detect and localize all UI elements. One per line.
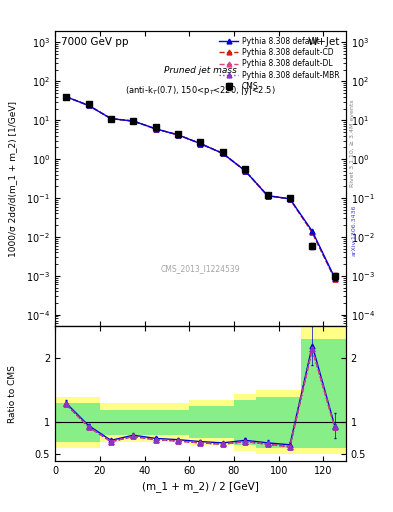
Line: Pythia 8.308 default-MBR: Pythia 8.308 default-MBR bbox=[64, 94, 337, 281]
Pythia 8.308 default-MBR bbox=[64, 94, 68, 100]
Text: CMS_2013_I1224539: CMS_2013_I1224539 bbox=[161, 264, 240, 273]
Pythia 8.308 default bbox=[220, 151, 225, 157]
Legend: Pythia 8.308 default, Pythia 8.308 default-CD, Pythia 8.308 default-DL, Pythia 8: Pythia 8.308 default, Pythia 8.308 defau… bbox=[217, 34, 342, 93]
Text: (anti-k$_T$(0.7), 150<p$_T$<220, |y|<2.5): (anti-k$_T$(0.7), 150<p$_T$<220, |y|<2.5… bbox=[125, 84, 276, 97]
Line: Pythia 8.308 default-CD: Pythia 8.308 default-CD bbox=[64, 94, 337, 281]
Line: Pythia 8.308 default: Pythia 8.308 default bbox=[64, 94, 337, 280]
Pythia 8.308 default-MBR bbox=[131, 118, 136, 124]
Pythia 8.308 default-CD bbox=[332, 275, 337, 282]
Pythia 8.308 default-DL bbox=[86, 102, 91, 109]
Pythia 8.308 default-CD bbox=[64, 94, 68, 100]
Pythia 8.308 default bbox=[64, 94, 68, 100]
Pythia 8.308 default bbox=[288, 196, 292, 202]
Text: 7000 GeV pp: 7000 GeV pp bbox=[61, 37, 129, 47]
Pythia 8.308 default-DL bbox=[176, 132, 180, 138]
Pythia 8.308 default bbox=[108, 116, 113, 122]
Text: Rivet 3.1.10, ≥ 3.4M events: Rivet 3.1.10, ≥ 3.4M events bbox=[350, 99, 355, 187]
Pythia 8.308 default-DL bbox=[131, 118, 136, 124]
Pythia 8.308 default bbox=[176, 132, 180, 138]
Pythia 8.308 default-DL bbox=[310, 229, 315, 236]
Pythia 8.308 default bbox=[153, 126, 158, 132]
Pythia 8.308 default-DL bbox=[108, 116, 113, 122]
Pythia 8.308 default-DL bbox=[243, 168, 248, 174]
X-axis label: (m_1 + m_2) / 2 [GeV]: (m_1 + m_2) / 2 [GeV] bbox=[142, 481, 259, 492]
Pythia 8.308 default-CD bbox=[220, 151, 225, 157]
Pythia 8.308 default bbox=[86, 102, 91, 109]
Pythia 8.308 default-DL bbox=[288, 196, 292, 202]
Pythia 8.308 default-DL bbox=[265, 193, 270, 199]
Pythia 8.308 default-MBR bbox=[288, 196, 292, 202]
Pythia 8.308 default-CD bbox=[265, 193, 270, 199]
Pythia 8.308 default-CD bbox=[310, 229, 315, 236]
Text: W+Jet: W+Jet bbox=[308, 37, 340, 47]
Pythia 8.308 default-MBR bbox=[108, 116, 113, 122]
Pythia 8.308 default-MBR bbox=[310, 229, 315, 236]
Pythia 8.308 default-CD bbox=[243, 168, 248, 174]
Text: arXiv:1306.3436: arXiv:1306.3436 bbox=[352, 205, 357, 256]
Pythia 8.308 default bbox=[265, 193, 270, 199]
Pythia 8.308 default bbox=[310, 228, 315, 234]
Pythia 8.308 default-MBR bbox=[243, 168, 248, 174]
Pythia 8.308 default bbox=[243, 168, 248, 174]
Pythia 8.308 default-MBR bbox=[198, 141, 203, 147]
Pythia 8.308 default-MBR bbox=[220, 151, 225, 157]
Pythia 8.308 default-CD bbox=[86, 102, 91, 109]
Line: Pythia 8.308 default-DL: Pythia 8.308 default-DL bbox=[64, 94, 337, 281]
Pythia 8.308 default bbox=[332, 274, 337, 281]
Pythia 8.308 default-DL bbox=[220, 151, 225, 157]
Pythia 8.308 default-DL bbox=[64, 94, 68, 100]
Pythia 8.308 default-CD bbox=[198, 141, 203, 147]
Pythia 8.308 default-DL bbox=[198, 141, 203, 147]
Pythia 8.308 default-MBR bbox=[176, 132, 180, 138]
Pythia 8.308 default-MBR bbox=[265, 193, 270, 199]
Pythia 8.308 default-MBR bbox=[86, 102, 91, 109]
Pythia 8.308 default-CD bbox=[108, 116, 113, 122]
Pythia 8.308 default-DL bbox=[332, 275, 337, 282]
Pythia 8.308 default bbox=[131, 118, 136, 124]
Y-axis label: Ratio to CMS: Ratio to CMS bbox=[8, 365, 17, 422]
Pythia 8.308 default-MBR bbox=[153, 126, 158, 132]
Text: Pruned jet mass: Pruned jet mass bbox=[164, 66, 237, 75]
Pythia 8.308 default-MBR bbox=[332, 275, 337, 282]
Pythia 8.308 default-CD bbox=[288, 196, 292, 202]
Pythia 8.308 default-CD bbox=[176, 132, 180, 138]
Pythia 8.308 default-DL bbox=[153, 126, 158, 132]
Pythia 8.308 default bbox=[198, 141, 203, 147]
Pythia 8.308 default-CD bbox=[131, 118, 136, 124]
Pythia 8.308 default-CD bbox=[153, 126, 158, 132]
Y-axis label: 1000/σ 2dσ/d(m_1 + m_2) [1/GeV]: 1000/σ 2dσ/d(m_1 + m_2) [1/GeV] bbox=[8, 100, 17, 257]
